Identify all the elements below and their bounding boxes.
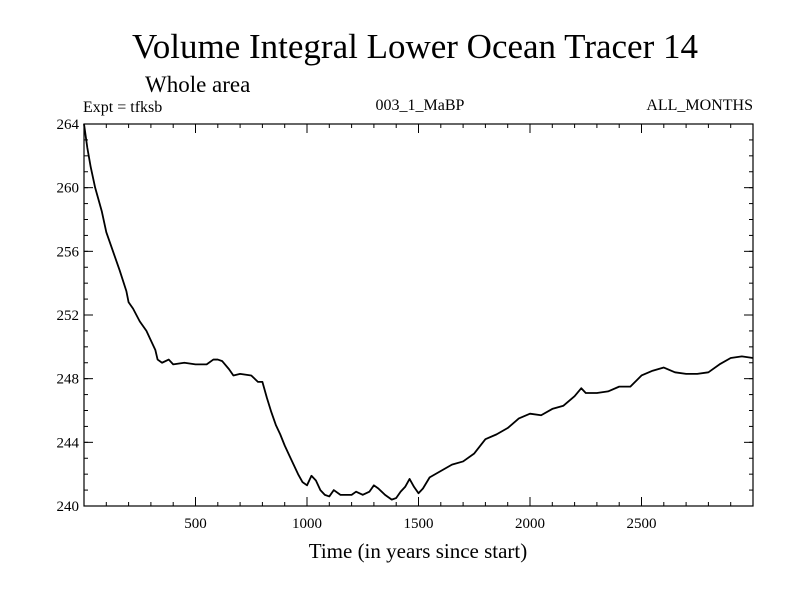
plot-frame — [83, 123, 754, 507]
y-axis: 240 244 248 252 256 260 264 — [57, 117, 753, 515]
y-tick-label: 264 — [57, 117, 80, 133]
series-line — [83, 123, 754, 501]
y-tick-label: 248 — [57, 372, 80, 388]
series-layer — [83, 123, 754, 501]
x-tick-label: 500 — [184, 516, 207, 532]
y-tick-label: 256 — [57, 244, 80, 260]
x-tick-label: 1000 — [292, 516, 322, 532]
months-label: ALL_MONTHS — [646, 97, 753, 114]
experiment-label: Expt = tfksb — [83, 99, 162, 116]
x-axis-label: Time (in years since start) — [309, 539, 528, 563]
y-tick-label: 244 — [57, 435, 80, 451]
chart-title: Volume Integral Lower Ocean Tracer 14 — [132, 27, 698, 66]
y-tick-label: 252 — [57, 308, 80, 324]
run-label: 003_1_MaBP — [376, 97, 465, 114]
x-tick-label: 1500 — [404, 516, 434, 532]
chart-subtitle: Whole area — [145, 72, 250, 97]
x-axis: 500 1000 1500 2000 2500 — [105, 124, 732, 532]
y-tick-label: 260 — [57, 181, 80, 197]
x-tick-label: 2000 — [515, 516, 545, 532]
x-tick-label: 2500 — [627, 516, 657, 532]
y-tick-label: 240 — [57, 499, 80, 515]
